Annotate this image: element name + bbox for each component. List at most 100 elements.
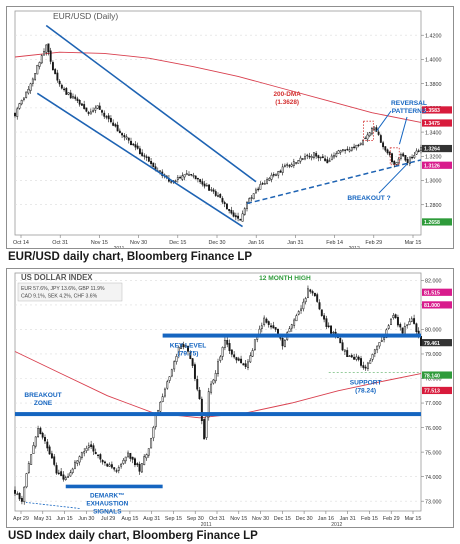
y-tick-label: 73.000 <box>425 499 442 505</box>
candle-up <box>25 91 28 98</box>
y-tick-label: 1.3800 <box>425 82 442 88</box>
candle-down <box>138 463 141 472</box>
candle-down <box>134 144 137 148</box>
candle-up <box>348 355 351 357</box>
candle-down <box>130 140 132 146</box>
x-tick-label: Nov 30 <box>252 516 269 522</box>
year-label: 2012 <box>349 246 360 248</box>
candle-up <box>406 324 409 326</box>
candle-down <box>357 356 360 360</box>
candle-up <box>288 328 291 333</box>
candle-down <box>116 124 119 132</box>
candle-up <box>246 201 248 209</box>
candle-down <box>406 159 409 163</box>
candle-up <box>399 154 402 159</box>
candle-up <box>185 173 188 176</box>
x-tick-label: Feb 14 <box>326 240 343 246</box>
y-tick-label: 1.3200 <box>425 154 442 160</box>
candle-down <box>112 122 115 126</box>
candle-up <box>368 132 371 137</box>
candle-up <box>370 128 373 135</box>
candle-down <box>110 464 113 468</box>
candle-up <box>210 383 213 393</box>
candle-up <box>263 183 266 185</box>
support-label: SUPPORT <box>350 380 382 387</box>
candle-down <box>54 69 57 75</box>
candle-up <box>127 452 129 457</box>
candle-up <box>410 318 413 322</box>
candle-up <box>373 127 376 130</box>
candle-down <box>118 130 121 134</box>
candle-up <box>210 189 213 191</box>
annotation-reversal: PATTERNS <box>392 108 427 115</box>
candle-down <box>401 327 404 334</box>
candle-down <box>330 325 332 334</box>
breakout-zone-label: BREAKOUT <box>24 392 61 399</box>
usd-index-chart-caption: USD Index daily chart, Bloomberg Finance… <box>8 530 258 542</box>
candle-up <box>83 451 86 454</box>
candle-up <box>145 454 148 459</box>
candle-down <box>346 350 349 358</box>
candle-down <box>272 174 275 176</box>
candle-up <box>22 97 25 100</box>
legend-line: CAD 9.1%, SEK 4.2%, CHF 3.6% <box>21 294 98 300</box>
reversal-box <box>363 120 374 141</box>
candle-down <box>107 115 110 120</box>
chart-title: EUR/USD (Daily) <box>53 11 118 21</box>
candle-down <box>309 289 312 292</box>
candle-down <box>415 323 418 332</box>
candle-up <box>31 78 34 84</box>
candle-up <box>25 473 28 488</box>
price-tag-label: 77.513 <box>424 389 440 395</box>
candle-up <box>72 96 74 99</box>
candle-up <box>150 438 153 449</box>
candle-down <box>313 292 316 296</box>
candle-up <box>94 107 97 111</box>
candle-up <box>212 379 215 384</box>
candle-up <box>243 208 246 215</box>
candle-up <box>18 103 21 109</box>
candle-up <box>355 356 358 360</box>
candle-down <box>53 456 56 465</box>
candle-down <box>237 358 240 361</box>
candle-down <box>121 133 124 136</box>
candle-down <box>97 454 100 456</box>
reversal-box <box>389 147 400 166</box>
candle-up <box>76 460 79 464</box>
candle-down <box>114 124 117 127</box>
candle-down <box>132 143 135 146</box>
candle-up <box>152 427 155 439</box>
candle-up <box>64 477 67 480</box>
candle-up <box>295 315 298 322</box>
x-tick-label: Jan 16 <box>248 240 264 246</box>
y-tick-label: 75.000 <box>425 450 442 456</box>
candle-down <box>353 146 356 148</box>
candle-up <box>304 298 307 303</box>
candle-down <box>39 428 42 435</box>
candle-up <box>219 356 222 361</box>
breakout-zone-label: ZONE <box>34 400 53 407</box>
candle-up <box>43 51 45 56</box>
candle-down <box>237 215 240 219</box>
candle-up <box>23 486 26 503</box>
candle-up <box>339 150 342 153</box>
candle-down <box>272 325 275 329</box>
candle-down <box>346 148 349 151</box>
y-tick-label: 1.3400 <box>425 130 442 136</box>
candle-up <box>319 156 322 159</box>
price-tag-label: 1.2658 <box>424 220 440 226</box>
candle-up <box>87 445 90 448</box>
demark-bar <box>65 484 163 489</box>
x-tick-label: Nov 15 <box>230 516 247 522</box>
candle-up <box>306 154 309 157</box>
x-tick-label: Jan 31 <box>287 240 303 246</box>
candle-down <box>48 446 51 455</box>
candle-down <box>288 165 291 167</box>
annotation-12-month-high: 12 MONTH HIGH <box>259 275 311 282</box>
candle-up <box>251 350 254 357</box>
candle-down <box>391 153 393 163</box>
candle-up <box>371 354 374 360</box>
candle-up <box>174 180 177 182</box>
candle-down <box>393 160 396 165</box>
candle-up <box>183 174 186 178</box>
